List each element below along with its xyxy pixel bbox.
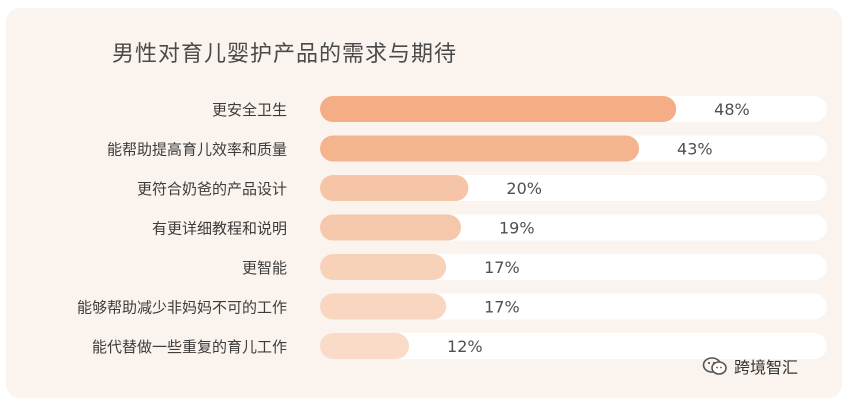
category-label: 能够帮助减少非妈妈不可的工作	[77, 299, 287, 317]
bar	[320, 333, 410, 359]
category-label: 更智能	[242, 259, 287, 277]
category-label: 更安全卫生	[212, 101, 287, 119]
bar	[320, 254, 447, 280]
category-label: 有更详细教程和说明	[152, 220, 287, 238]
value-label: 43%	[677, 140, 713, 159]
bar-track	[320, 254, 827, 280]
watermark-text: 跨境智汇	[734, 358, 799, 377]
bar	[320, 293, 447, 320]
bar	[320, 96, 677, 122]
value-label: 48%	[714, 100, 750, 119]
chart-title: 男性对育儿婴护产品的需求与期待	[112, 42, 458, 67]
watermark: 跨境智汇	[702, 354, 798, 378]
bar-track	[320, 333, 827, 359]
bar	[320, 214, 461, 241]
value-label: 17%	[484, 258, 520, 277]
category-label: 能代替做一些重复的育儿工作	[92, 338, 287, 356]
value-label: 20%	[506, 179, 542, 198]
bar	[320, 175, 469, 201]
category-label: 更符合奶爸的产品设计	[137, 180, 287, 198]
bar	[320, 135, 640, 162]
value-label: 12%	[447, 337, 483, 356]
bar-track	[320, 293, 827, 320]
wechat-logo-icon	[702, 357, 727, 375]
value-label: 19%	[499, 219, 535, 238]
value-label: 17%	[484, 298, 520, 317]
category-label: 能帮助提高育儿效率和质量	[107, 141, 287, 159]
